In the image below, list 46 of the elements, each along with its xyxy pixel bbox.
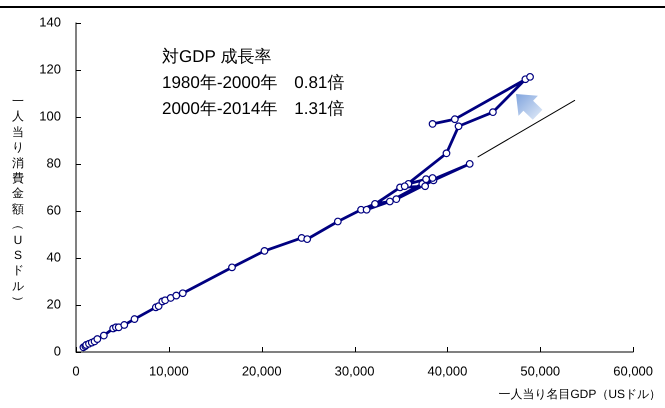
x-axis-title: 一人当り名目GDP（USドル） [498,387,661,401]
point [172,292,180,300]
point [454,122,462,130]
point [93,335,102,343]
point [178,289,187,298]
point [428,174,436,182]
y-tick-label: 140 [39,14,61,30]
point [422,175,430,184]
y-tick-label: 80 [46,155,61,170]
x-tick-label: 40,000 [428,363,468,378]
y-tick-label: 120 [39,61,61,76]
point [130,315,138,323]
x-tick-label: 60,000 [613,363,653,378]
y-tick-label: 100 [39,108,61,124]
x-tick-label: 10,000 [148,363,189,378]
point [260,246,268,255]
point [392,195,400,204]
point [450,115,459,124]
y-tick-label: 60 [46,202,61,218]
point [386,198,394,206]
point [100,332,108,340]
point [442,149,450,158]
annotation: 2000年-2014年 1.31倍 [162,98,344,118]
point [228,263,236,272]
x-tick-label: 50,000 [520,363,560,378]
point [371,200,379,208]
x-tick-label: 20,000 [242,363,282,378]
point [161,296,170,304]
annotation: 1980年-2000年 0.81倍 [162,72,344,92]
x-tick-label: 0 [72,363,80,378]
point [362,206,371,214]
point [526,72,534,81]
x-tick-label: 30,000 [334,363,374,378]
point [400,182,409,190]
point [334,218,342,226]
point [421,182,430,190]
annotation: 対GDP 成長率 [162,46,272,66]
y-tick-label: 40 [46,250,61,265]
y-tick-label: 20 [46,296,61,312]
point [489,108,497,116]
y-tick-label: 0 [54,344,61,359]
point [428,120,436,128]
text: 一人当り消費金額（USドル） [12,94,26,308]
point [466,160,474,168]
point [120,321,128,329]
point [303,235,312,244]
